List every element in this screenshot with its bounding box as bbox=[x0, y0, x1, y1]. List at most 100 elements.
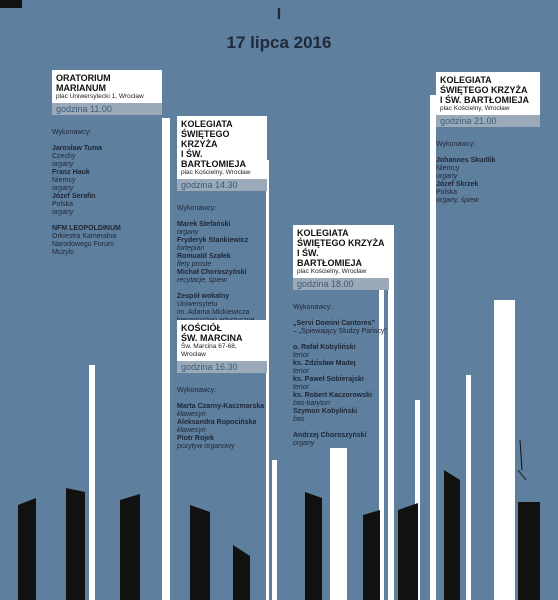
header-mark: I bbox=[276, 6, 282, 23]
time: godzina 16.30 bbox=[177, 361, 267, 373]
performer: Piotr Rojek pozytyw organowy bbox=[177, 435, 267, 451]
address: plac Kościelny, Wrocław bbox=[440, 105, 510, 112]
venue-box: KOLEGIATA ŚWIĘTEGO KRZYŻA I ŚW. BARTŁOMIEJ… bbox=[293, 225, 389, 278]
performer: Romuald Szałek flety proste bbox=[177, 253, 267, 269]
performer-name: Szymon Kobyliński bbox=[293, 408, 358, 415]
performer-name: Fryderyk Stankiewicz bbox=[177, 237, 249, 244]
performer-name: NFM LEOPOLDINUM bbox=[52, 225, 121, 232]
performer: Fryderyk Stankiewicz fortepian bbox=[177, 237, 267, 253]
performer: Andrzej Choroszyński organy bbox=[293, 432, 389, 448]
address: plac Kościelny, Wrocław bbox=[181, 169, 251, 176]
performers-label: Wykonawcy: bbox=[177, 387, 217, 394]
venue-name: KOŚCIÓŁ bbox=[181, 323, 223, 333]
performer-detail: Niemcy bbox=[436, 165, 460, 172]
performer-role: organy bbox=[52, 209, 74, 216]
time: godzina 11.00 bbox=[52, 103, 162, 115]
performer-role: klawesyn bbox=[177, 427, 206, 434]
venue-name: ŚWIĘTEGO KRZYŻA bbox=[440, 85, 528, 95]
performer-name: ks. Paweł Sobierajski bbox=[293, 376, 364, 383]
performer-name: Piotr Rojek bbox=[177, 435, 214, 442]
performer: Szymon Kobyliński bas bbox=[293, 408, 389, 424]
event: KOLEGIATA ŚWIĘTEGO KRZYŻA I ŚW. BARTŁOMIEJ… bbox=[436, 72, 540, 205]
performer-name: Zespół wokalny bbox=[177, 293, 230, 300]
performer-role: organy bbox=[293, 440, 315, 447]
performer-name: ks. Robert Kaczorowski bbox=[293, 392, 372, 399]
performer-name: Józef Serafin bbox=[52, 193, 96, 200]
performer-role: klawesyn bbox=[177, 411, 206, 418]
performer-role: organy bbox=[177, 229, 199, 236]
performer: Józef Skrzek Polska organy, śpiew bbox=[436, 181, 540, 205]
venue-name: KOLEGIATA bbox=[440, 75, 492, 85]
performer-detail: Czechy bbox=[52, 153, 76, 160]
venue-name: ŚWIĘTEGO KRZYŻA bbox=[297, 238, 385, 248]
performer-detail: Uniwersytetu bbox=[177, 301, 218, 308]
venue-name: ORATORIUM MARIANUM bbox=[56, 73, 111, 93]
performers-label: Wykonawcy: bbox=[293, 304, 333, 311]
performer-role: organy bbox=[52, 161, 74, 168]
performer-detail: Polska bbox=[436, 189, 458, 196]
venue-box: KOLEGIATA ŚWIĘTEGO KRZYŻA I ŚW. BARTŁOMIEJ… bbox=[436, 72, 540, 115]
address: Św. Marcina 67-68, Wrocław bbox=[181, 343, 237, 358]
address: plac Uniwersytecki 1, Wrocław bbox=[56, 93, 144, 100]
performer-name: Romuald Szałek bbox=[177, 253, 231, 260]
performer-role: tenor bbox=[293, 368, 309, 375]
performers-label: Wykonawcy: bbox=[436, 141, 476, 148]
performer-name: o. Rafał Kobyliński bbox=[293, 344, 356, 351]
performer-role: organy bbox=[52, 185, 74, 192]
performer-name: ks. Zdzisław Madej bbox=[293, 360, 356, 367]
performer: Aleksandra Rupocińska klawesyn bbox=[177, 419, 267, 435]
date: 17 lipca 2016 bbox=[226, 33, 332, 52]
performer: „Servi Domini Cantores” – „Śpiewający Słu… bbox=[293, 320, 389, 336]
performer-name: Marta Czarny-Kaczmarska bbox=[177, 403, 265, 410]
performer-detail: Narodowego Forum bbox=[52, 241, 114, 248]
performer: ks. Robert Kaczorowski bas-baryton bbox=[293, 392, 389, 408]
performer-name: „Servi Domini Cantores” bbox=[293, 320, 376, 327]
performer: Marek Stefański organy bbox=[177, 221, 267, 237]
performer-role: organy, śpiew bbox=[436, 197, 479, 204]
performer-role: tenor bbox=[293, 352, 309, 359]
performer: Marta Czarny-Kaczmarska klawesyn bbox=[177, 403, 267, 419]
time: godzina 21.00 bbox=[436, 115, 540, 127]
performer-role: pozytyw organowy bbox=[177, 443, 235, 450]
performer: Franz Hauk Niemcy organy bbox=[52, 169, 162, 193]
venue-box: ORATORIUM MARIANUM plac Uniwersytecki 1, … bbox=[52, 70, 162, 103]
performer-detail: Niemcy bbox=[52, 177, 76, 184]
time: godzina 18.00 bbox=[293, 278, 389, 290]
performer: Michał Choroszyński recytacje, śpiew bbox=[177, 269, 267, 285]
time: godzina 14.30 bbox=[177, 179, 267, 191]
performer-detail: Orkiestra Kameralna bbox=[52, 233, 117, 240]
performer-detail: Muzyki bbox=[52, 249, 74, 256]
venue-name: KOLEGIATA bbox=[181, 119, 233, 129]
performer-name: Michał Choroszyński bbox=[177, 269, 247, 276]
venue-name: I ŚW. BARTŁOMIEJA bbox=[181, 149, 246, 169]
venue-name: I ŚW. BARTŁOMIEJA bbox=[440, 95, 530, 105]
performers-label: Wykonawcy: bbox=[177, 205, 217, 212]
performer-name: Andrzej Choroszyński bbox=[293, 432, 367, 439]
performer-role: organy bbox=[436, 173, 458, 180]
event: KOŚCIÓŁ ŚW. MARCINA Św. Marcina 67-68, Wro… bbox=[177, 320, 267, 451]
venue-box: KOLEGIATA ŚWIĘTEGO KRZYŻA I ŚW. BARTŁOMIEJ… bbox=[177, 116, 267, 179]
performer: Jarosław Tuma Czechy organy bbox=[52, 145, 162, 169]
performer-detail: im. Adama Mickiewicza bbox=[177, 309, 250, 316]
performer-name: Aleksandra Rupocińska bbox=[177, 419, 257, 426]
venue-name: ŚW. MARCINA bbox=[181, 333, 243, 343]
performer-role: flety proste bbox=[177, 261, 212, 268]
event: ORATORIUM MARIANUM plac Uniwersytecki 1, … bbox=[52, 70, 162, 257]
performer-name: Johannes Skudlik bbox=[436, 157, 496, 164]
performer-name: Marek Stefański bbox=[177, 221, 231, 228]
address: plac Kościelny, Wrocław bbox=[297, 268, 367, 275]
performer: Józef Serafin Polska organy bbox=[52, 193, 162, 217]
performer: ks. Zdzisław Madej tenor bbox=[293, 360, 389, 376]
venue-name: I ŚW. BARTŁOMIEJA bbox=[297, 248, 362, 268]
performer-role: bas-baryton bbox=[293, 400, 330, 407]
performer-role: recytacje, śpiew bbox=[177, 277, 227, 284]
venue-box: KOŚCIÓŁ ŚW. MARCINA Św. Marcina 67-68, Wro… bbox=[177, 320, 267, 361]
performer-detail: Polska bbox=[52, 201, 74, 208]
event: KOLEGIATA ŚWIĘTEGO KRZYŻA I ŚW. BARTŁOMIEJ… bbox=[177, 116, 267, 333]
performer-name: Franz Hauk bbox=[52, 169, 90, 176]
performer-name: Józef Skrzek bbox=[436, 181, 479, 188]
performer: NFM LEOPOLDINUM Orkiestra Kameralna Narodo… bbox=[52, 225, 162, 257]
performer: Johannes Skudlik Niemcy organy bbox=[436, 157, 540, 181]
